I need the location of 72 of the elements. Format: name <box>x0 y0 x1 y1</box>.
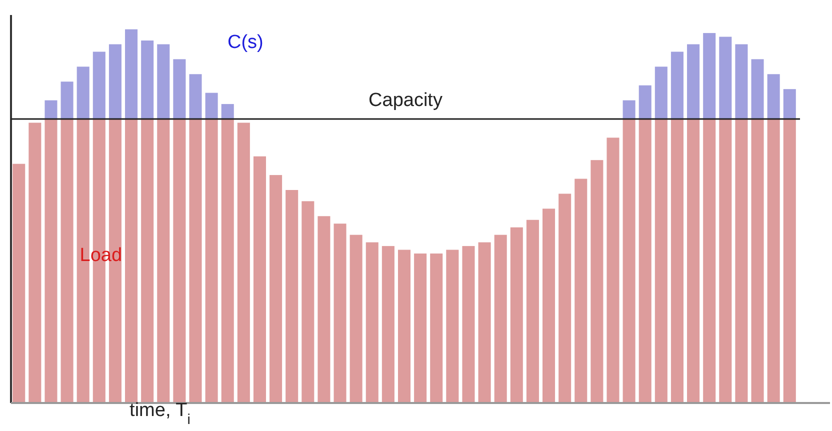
bar <box>767 74 780 119</box>
bar <box>125 29 138 119</box>
bar <box>334 224 346 403</box>
bar <box>670 118 684 403</box>
bar <box>398 250 411 403</box>
bar <box>735 44 748 119</box>
bar <box>558 194 572 403</box>
bar <box>494 234 507 403</box>
bar <box>237 122 250 403</box>
bar <box>12 164 26 403</box>
bar <box>478 242 491 403</box>
bar <box>751 59 764 119</box>
bar <box>574 178 588 403</box>
bar <box>92 52 106 119</box>
bar <box>654 118 668 403</box>
bar <box>270 175 282 403</box>
bar <box>173 118 186 403</box>
bar <box>542 208 556 403</box>
bar <box>446 250 459 403</box>
bar <box>141 40 154 119</box>
bar <box>350 234 362 403</box>
bar <box>783 118 796 403</box>
bar <box>382 246 394 403</box>
bar <box>767 118 780 403</box>
bar <box>414 254 427 403</box>
bar <box>670 52 684 119</box>
bar <box>302 201 314 403</box>
bar <box>622 118 636 403</box>
bar <box>462 246 475 403</box>
bar <box>719 36 732 119</box>
bar <box>590 160 604 403</box>
bar <box>687 118 700 403</box>
bar <box>205 118 218 403</box>
bar <box>510 227 523 403</box>
bar <box>157 44 170 119</box>
bar <box>622 100 636 119</box>
bar <box>125 118 138 403</box>
bar <box>606 138 620 403</box>
bar <box>205 92 218 119</box>
ref-line-label: Capacity <box>368 90 443 111</box>
bar <box>44 118 58 403</box>
bar <box>638 85 652 119</box>
bar <box>366 242 378 403</box>
bar <box>253 156 266 403</box>
x-axis-title: time, T$_{i}$ <box>130 400 190 428</box>
bar <box>141 118 154 403</box>
bar <box>654 66 668 119</box>
bar <box>108 44 122 119</box>
bar <box>173 59 186 119</box>
bar <box>638 118 652 403</box>
bar <box>430 254 443 403</box>
bar <box>735 118 748 403</box>
bar <box>60 118 74 403</box>
bar <box>221 118 234 403</box>
bar <box>783 89 796 119</box>
bar <box>221 104 234 119</box>
bar <box>719 118 732 403</box>
bar <box>44 100 58 119</box>
bar <box>703 33 716 119</box>
bar <box>687 44 700 119</box>
bar <box>751 118 764 403</box>
series-label: C(s) <box>227 32 264 53</box>
bar <box>318 216 330 403</box>
bar <box>28 122 42 403</box>
bar <box>526 220 539 403</box>
bar <box>286 190 298 403</box>
bar <box>189 74 202 119</box>
bar <box>157 118 170 403</box>
bar <box>60 82 74 119</box>
bar <box>189 118 202 403</box>
bar <box>76 66 90 119</box>
bar <box>703 118 716 403</box>
